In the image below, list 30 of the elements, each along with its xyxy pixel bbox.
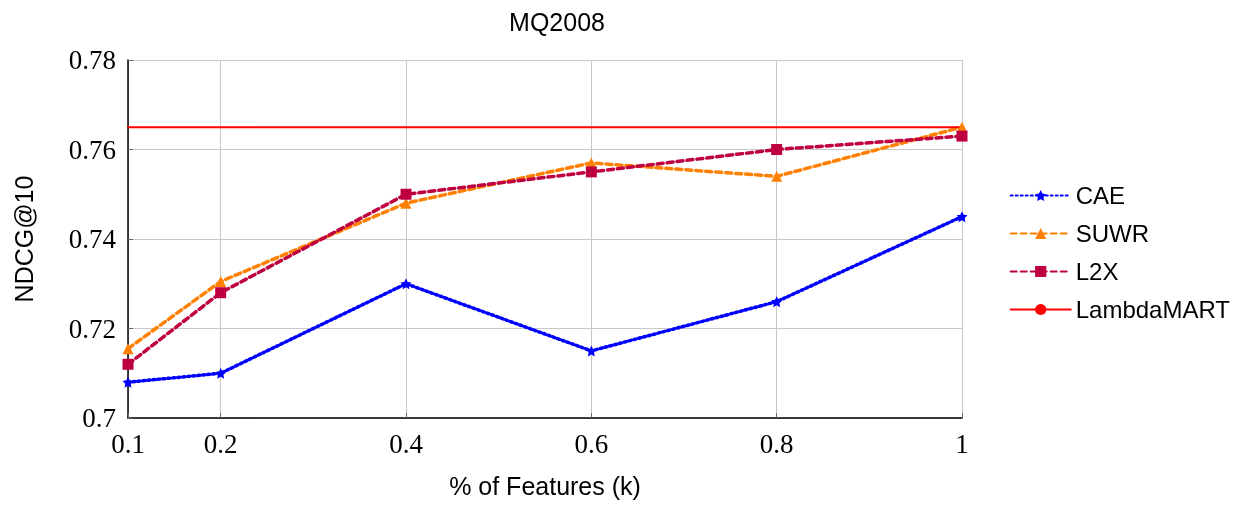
point (122, 343, 134, 355)
point (215, 287, 227, 299)
point (771, 296, 783, 308)
point (122, 358, 134, 370)
x-tick-label: 1 (955, 428, 969, 459)
legend-label: LambdaMART (1075, 296, 1231, 323)
legend-label: L2X (1075, 258, 1119, 285)
y-tick-label: 0.74 (68, 224, 117, 254)
legend-label: SUWR (1075, 220, 1150, 247)
x-tick-label: 0.4 (389, 428, 424, 459)
point (956, 211, 968, 223)
point (215, 276, 227, 288)
y-tick-label: 0.78 (68, 45, 116, 75)
point (585, 166, 597, 178)
point (400, 278, 412, 290)
x-tick-label: 0.8 (759, 428, 794, 459)
y-tick-label: 0.76 (68, 134, 116, 165)
point (215, 367, 227, 379)
x-tick-label: 0.2 (203, 428, 238, 459)
point (771, 144, 783, 155)
y-axis-title: NDCG@10 (9, 175, 38, 303)
legend-label: CAE (1075, 182, 1126, 209)
point (400, 188, 412, 200)
point (771, 170, 783, 182)
point (956, 130, 968, 142)
x-tick-label: 0.6 (574, 428, 609, 459)
x-axis-title: % of Features (k) (449, 471, 641, 500)
y-tick-label: 0.72 (68, 313, 116, 344)
point (122, 376, 134, 388)
chart-title: MQ2008 (509, 7, 605, 36)
